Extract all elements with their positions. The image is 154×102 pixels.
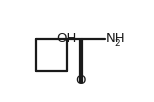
Text: 2: 2 xyxy=(114,39,120,48)
Text: OH: OH xyxy=(56,32,77,45)
Text: NH: NH xyxy=(105,32,125,45)
Text: O: O xyxy=(76,74,86,87)
